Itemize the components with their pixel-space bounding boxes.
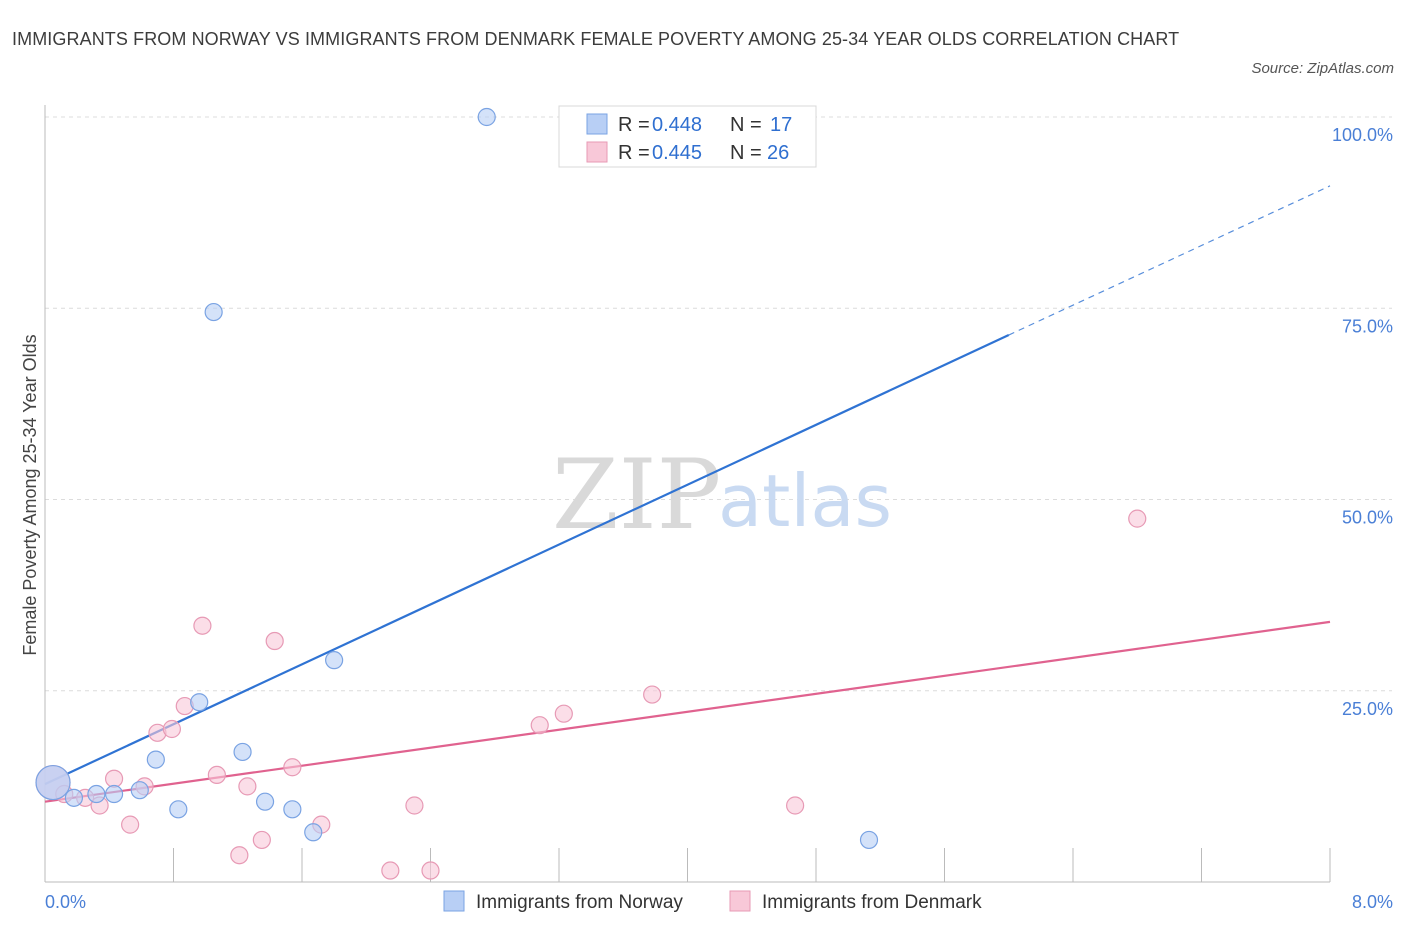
trend-lines xyxy=(44,185,1331,803)
axes xyxy=(44,105,1331,883)
legend-norway-r-label: R = xyxy=(618,114,650,136)
watermark-atlas: atlas xyxy=(718,459,892,543)
point-denmark-15 xyxy=(265,631,284,651)
legend-norway-n-label: N = xyxy=(730,114,762,136)
point-denmark-19 xyxy=(405,796,424,815)
trend-line-denmark xyxy=(44,620,1331,803)
point-norway-3 xyxy=(104,784,124,804)
legend-denmark-r-label: R = xyxy=(618,142,650,164)
point-denmark-22 xyxy=(554,704,573,723)
point-denmark-25 xyxy=(1128,509,1147,528)
point-norway-8 xyxy=(204,302,223,322)
point-denmark-8 xyxy=(162,719,181,739)
legend-norway-n-value: 17 xyxy=(770,114,792,136)
point-denmark-10 xyxy=(193,616,212,635)
chart-title: IMMIGRANTS FROM NORWAY VS IMMIGRANTS FRO… xyxy=(12,29,1180,49)
y-tick-label-100: 100.0% xyxy=(1332,125,1393,145)
point-norway-11 xyxy=(283,800,302,819)
legend-swatch-norway xyxy=(586,113,608,135)
point-denmark-21 xyxy=(530,716,549,735)
watermark-zip: ZIP xyxy=(552,439,721,551)
point-denmark-4 xyxy=(104,769,124,788)
point-denmark-20 xyxy=(421,861,440,880)
data-points xyxy=(35,107,1147,880)
point-norway-12 xyxy=(304,823,323,842)
chart-source: Source: ZipAtlas.com xyxy=(1251,60,1394,77)
point-norway-4 xyxy=(130,781,149,800)
legend-denmark-n-label: N = xyxy=(730,142,762,164)
legend-swatch-denmark xyxy=(586,141,608,163)
legend-denmark-n-value: 26 xyxy=(767,142,789,164)
point-norway-14 xyxy=(477,107,496,127)
legend-denmark-r-value: 0.445 xyxy=(652,142,702,164)
x-tick-label-min: 0.0% xyxy=(45,892,86,912)
point-norway-9 xyxy=(233,742,252,762)
stats-legend: R = 0.448 N = 17 R = 0.445 N = 26 xyxy=(558,105,817,168)
y-axis-label: Female Poverty Among 25-34 Year Olds xyxy=(20,334,40,655)
point-denmark-16 xyxy=(283,758,302,777)
point-norway-16 xyxy=(859,830,879,850)
series-legend-norway: Immigrants from Norway xyxy=(476,892,683,913)
point-denmark-5 xyxy=(121,815,140,834)
gridlines xyxy=(45,116,1392,692)
point-norway-13 xyxy=(325,651,344,670)
point-denmark-13 xyxy=(238,777,257,796)
point-denmark-23 xyxy=(643,685,662,704)
point-norway-7 xyxy=(190,693,209,712)
point-denmark-24 xyxy=(786,796,805,815)
legend-norway-r-value: 0.448 xyxy=(652,114,702,136)
x-tick-label-max: 8.0% xyxy=(1352,892,1393,912)
y-tick-label-25: 25.0% xyxy=(1342,699,1393,719)
series-legend-denmark: Immigrants from Denmark xyxy=(762,892,982,913)
point-denmark-12 xyxy=(230,846,249,865)
tick-labels: 25.0% 50.0% 75.0% 100.0% 0.0% 8.0% xyxy=(45,125,1393,912)
point-norway-0 xyxy=(35,764,71,801)
series-legend: Immigrants from Norway Immigrants from D… xyxy=(443,890,982,913)
point-norway-1 xyxy=(64,788,84,807)
series-legend-swatch-norway xyxy=(443,890,465,912)
point-norway-2 xyxy=(87,784,106,804)
point-denmark-11 xyxy=(207,765,226,785)
y-tick-label-50: 50.0% xyxy=(1342,508,1393,528)
point-norway-5 xyxy=(146,750,165,769)
point-norway-10 xyxy=(255,792,275,811)
point-denmark-14 xyxy=(252,830,271,850)
trend-line-norway-extension xyxy=(1008,185,1331,336)
y-tick-label-75: 75.0% xyxy=(1342,316,1393,336)
trend-line-norway xyxy=(44,334,1010,786)
point-norway-6 xyxy=(169,800,188,819)
point-denmark-18 xyxy=(381,861,400,880)
series-legend-swatch-denmark xyxy=(729,890,751,912)
